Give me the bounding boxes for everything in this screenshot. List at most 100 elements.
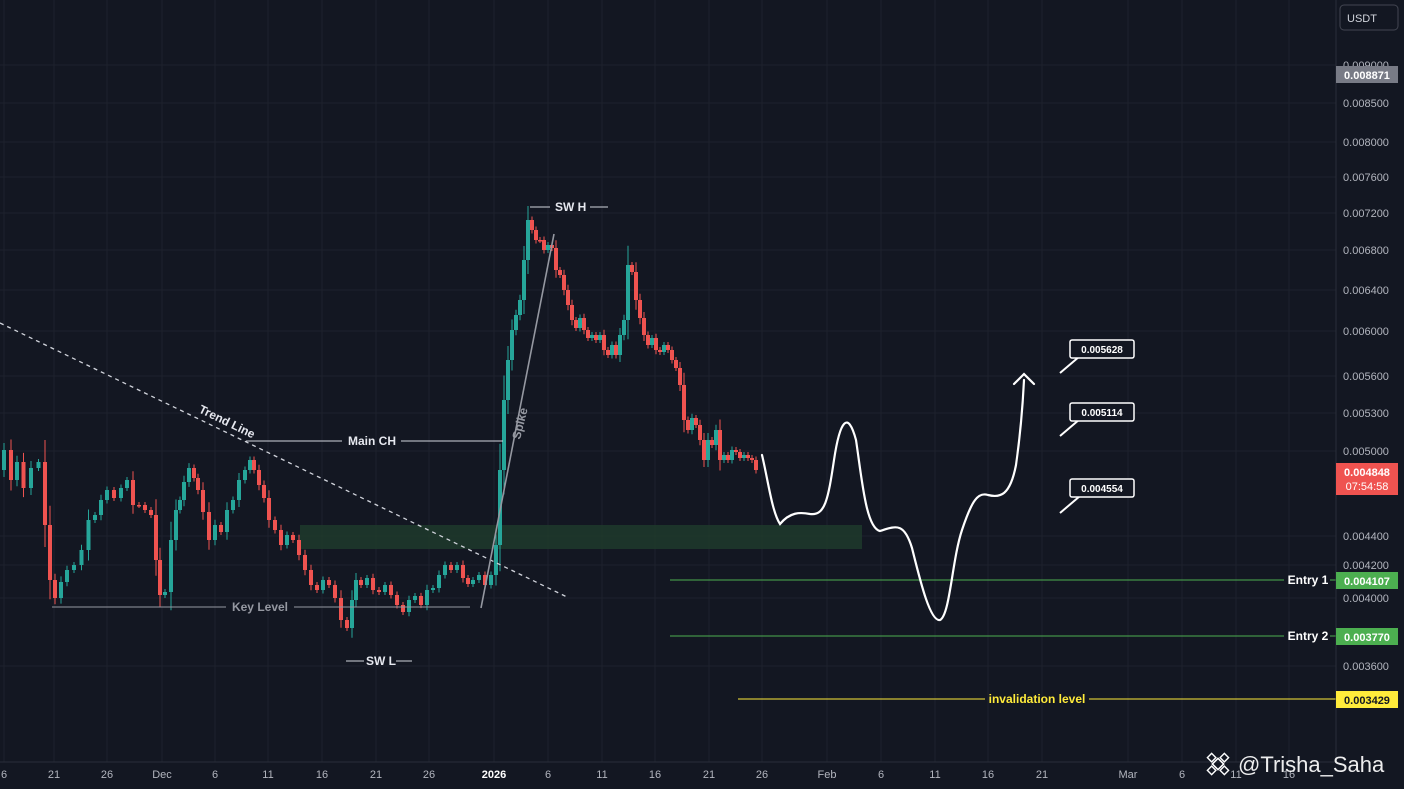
price-tick-4: 0.007200 <box>1343 208 1389 220</box>
trend-line-label: Trend Line <box>197 402 258 441</box>
candle-body-146 <box>734 450 738 452</box>
candle-body-117 <box>618 335 622 355</box>
candle-body-58 <box>333 585 337 598</box>
candle-body-62 <box>354 580 358 600</box>
price-axis[interactable]: 0.0090000.0085000.0080000.0076000.007200… <box>1335 0 1398 762</box>
candle-body-2 <box>9 450 13 480</box>
candle-body-38 <box>219 525 223 532</box>
candle-body-61 <box>350 600 354 628</box>
time-tick-23: 16 <box>1283 769 1295 781</box>
candle-body-33 <box>192 468 196 478</box>
candle-body-121 <box>634 272 638 300</box>
candle-body-26 <box>158 560 162 595</box>
candle-body-80 <box>461 565 465 578</box>
candle-body-150 <box>750 458 754 460</box>
price-tick-13: 0.004000 <box>1343 593 1389 605</box>
candle-body-142 <box>718 430 722 460</box>
candle-body-43 <box>248 460 252 470</box>
candle-body-139 <box>706 440 710 460</box>
key-level-label: Key Level <box>232 600 288 614</box>
entry2-price-text: 0.003770 <box>1344 632 1390 644</box>
candle-body-115 <box>610 345 614 355</box>
price-tick-5: 0.006800 <box>1343 245 1389 257</box>
time-tick-5: 11 <box>262 769 273 781</box>
time-axis[interactable]: 6 21 26 Dec 6 11 16 21 26 2026 6 11 16 21 26 Feb 6 11 16 21… <box>0 761 1336 781</box>
candle-body-20 <box>125 480 129 488</box>
time-tick-20: Mar <box>1119 769 1138 781</box>
time-tick-8: 26 <box>423 769 435 781</box>
candle-body-97 <box>538 240 542 242</box>
target-callout-1[interactable]: 0.005628 <box>1059 339 1135 374</box>
time-tick-19: 21 <box>1036 769 1048 781</box>
candle-body-1 <box>2 450 6 470</box>
candle-body-46 <box>262 485 266 498</box>
candle-body-124 <box>646 335 650 345</box>
candle-body-59 <box>339 598 343 620</box>
candle-body-39 <box>225 510 229 532</box>
candle-body-123 <box>642 318 646 335</box>
price-tick-12: 0.004200 <box>1343 560 1389 572</box>
price-tick-11: 0.004400 <box>1343 531 1389 543</box>
candle-body-45 <box>257 470 261 485</box>
candle-body-101 <box>554 248 558 270</box>
entry1-label: Entry 1 <box>1288 573 1329 587</box>
time-tick-2: 26 <box>101 769 113 781</box>
binance-logo-icon <box>1206 752 1230 776</box>
last-price-text: 0.004848 <box>1344 467 1390 479</box>
candle-body-44 <box>252 460 256 470</box>
candle-body-84 <box>483 575 487 585</box>
candle-body-79 <box>455 565 459 570</box>
projected-arrowhead <box>1012 372 1036 386</box>
time-tick-16: 6 <box>878 769 884 781</box>
candle-body-56 <box>321 580 325 590</box>
candle-body-41 <box>237 480 241 500</box>
candle-body-30 <box>178 500 182 510</box>
countdown-text: 07:54:58 <box>1346 481 1389 493</box>
candle-body-42 <box>243 470 247 480</box>
candle-body-125 <box>650 338 654 345</box>
price-tick-3: 0.007600 <box>1343 172 1389 184</box>
projected-path <box>760 378 1026 622</box>
candle-body-132 <box>678 368 682 385</box>
spike-label: Spike <box>509 406 530 441</box>
price-tick-6: 0.006400 <box>1343 285 1389 297</box>
time-tick-22: 11 <box>1230 769 1241 781</box>
time-tick-7: 21 <box>370 769 382 781</box>
candle-body-78 <box>449 565 453 570</box>
candle-body-53 <box>303 555 307 570</box>
watermark-handle: @Trisha_Saha <box>1238 752 1385 777</box>
candle-body-95 <box>530 220 534 230</box>
candle-body-17 <box>105 490 109 500</box>
candle-body-66 <box>377 590 381 592</box>
watermark: @Trisha_Saha <box>1206 752 1385 777</box>
time-tick-18: 16 <box>982 769 994 781</box>
candle-body-85 <box>489 575 493 585</box>
candle-body-8 <box>48 525 52 580</box>
target-callout-3[interactable]: 0.004554 <box>1059 478 1135 514</box>
time-tick-1: 21 <box>48 769 60 781</box>
candle-body-89 <box>506 360 510 400</box>
candle-body-145 <box>730 450 734 460</box>
candle-body-65 <box>371 578 375 590</box>
candle-body-129 <box>666 345 670 350</box>
currency-button[interactable]: USDT <box>1339 4 1399 31</box>
invalidation-price-text: 0.003429 <box>1344 695 1390 707</box>
time-tick-3: Dec <box>152 769 172 781</box>
time-tick-13: 21 <box>703 769 715 781</box>
candle-body-19 <box>119 488 123 498</box>
candle-body-81 <box>466 578 470 584</box>
entry2-label: Entry 2 <box>1288 629 1329 643</box>
candle-body-13 <box>79 550 84 565</box>
invalidation-label: invalidation level <box>989 692 1086 706</box>
candle-body-51 <box>291 535 295 540</box>
candle-body-110 <box>590 335 594 338</box>
target-callout-2[interactable]: 0.005114 <box>1059 402 1135 437</box>
time-tick-15: Feb <box>818 769 837 781</box>
candle-body-119 <box>626 265 630 320</box>
candle-body-40 <box>231 500 235 510</box>
candle-body-31 <box>182 482 186 500</box>
candle-body-107 <box>578 318 582 328</box>
current-price-tag <box>1336 66 1398 83</box>
candle-body-24 <box>149 510 153 515</box>
